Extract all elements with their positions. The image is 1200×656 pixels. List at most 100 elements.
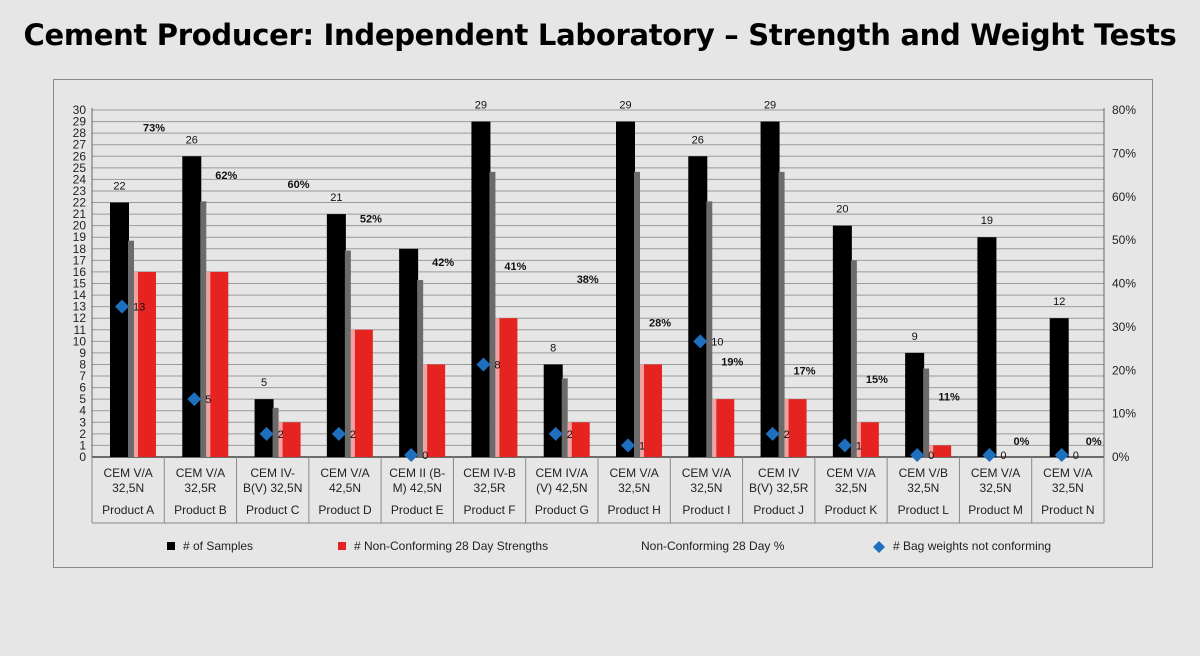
bag-weight-data-label: 0	[1073, 450, 1079, 462]
category-label-line2: 32,5N	[907, 481, 939, 495]
bag-weight-marker	[476, 357, 491, 372]
y-left-tick-label: 20	[73, 219, 87, 233]
category-label-line2: B(V) 32,5N	[243, 481, 302, 495]
category-label-line2: (V) 42,5N	[536, 481, 587, 495]
y-left-tick-label: 12	[73, 311, 87, 325]
nonconforming-bar	[788, 399, 807, 457]
samples-data-label: 29	[764, 100, 776, 112]
y-right-tick-label: 80%	[1112, 103, 1136, 117]
samples-bar	[832, 225, 852, 457]
percent-data-label: 42%	[432, 257, 454, 269]
category-label-line2: M) 42,5N	[393, 481, 442, 495]
category-label-line1: CEM V/A	[320, 466, 369, 480]
percent-data-label: 73%	[143, 122, 165, 134]
samples-data-label: 26	[186, 134, 198, 146]
y-right-tick-label: 70%	[1112, 146, 1136, 160]
legend-swatch-bag-weights	[873, 541, 885, 553]
category-label-line2: B(V) 32,5R	[749, 481, 809, 495]
nonconforming-bar-highlight	[495, 318, 500, 457]
y-right-tick-label: 50%	[1112, 233, 1136, 247]
nonconforming-bar-highlight	[856, 422, 861, 457]
samples-bar-shade	[778, 171, 785, 458]
category-label-line1: CEM IV-B	[463, 466, 516, 480]
product-label: Product N	[1041, 503, 1094, 517]
y-left-tick-label: 1	[79, 438, 86, 452]
percent-data-label: 28%	[649, 318, 671, 330]
y-left-tick-label: 24	[73, 172, 87, 186]
y-left-tick-label: 18	[73, 242, 87, 256]
product-label: Product G	[535, 503, 589, 517]
bag-weight-marker	[837, 438, 852, 453]
product-label: Product E	[391, 503, 444, 517]
y-left-tick-label: 16	[73, 265, 87, 279]
samples-bar-shade	[923, 368, 930, 457]
samples-data-label: 26	[692, 134, 704, 146]
samples-bar-shade	[344, 250, 351, 457]
y-right-tick-label: 30%	[1112, 320, 1136, 334]
percent-data-label: 60%	[288, 179, 310, 191]
nonconforming-bar-highlight	[784, 399, 789, 457]
samples-data-label: 8	[550, 342, 556, 354]
y-right-tick-label: 40%	[1112, 277, 1136, 291]
product-label: Product L	[898, 503, 950, 517]
nonconforming-bar-highlight	[423, 364, 428, 457]
category-label-line2: 42,5N	[329, 481, 361, 495]
y-left-tick-label: 8	[79, 357, 86, 371]
samples-bar-shade	[489, 171, 496, 458]
product-label: Product K	[825, 503, 878, 517]
samples-data-label: 29	[475, 100, 487, 112]
nonconforming-bar-highlight	[929, 445, 934, 457]
bag-weight-data-label: 0	[928, 450, 934, 462]
samples-bar	[182, 156, 202, 457]
nonconforming-bar	[427, 364, 446, 457]
y-left-tick-label: 30	[73, 103, 87, 117]
nonconforming-bar	[860, 422, 879, 457]
samples-bar	[905, 352, 925, 457]
samples-bar	[399, 248, 419, 457]
nonconforming-bar	[210, 271, 229, 457]
y-left-tick-label: 5	[79, 392, 86, 406]
bag-weight-marker	[765, 426, 780, 441]
samples-bar	[1049, 318, 1069, 457]
y-left-tick-label: 27	[73, 138, 87, 152]
nonconforming-bar	[282, 422, 301, 457]
category-label-line2: 32,5N	[835, 481, 867, 495]
bag-weight-marker	[259, 426, 274, 441]
bag-weight-marker	[1054, 448, 1069, 462]
samples-bar	[543, 364, 563, 457]
nonconforming-bar	[138, 271, 156, 457]
y-left-tick-label: 23	[73, 184, 87, 198]
product-label: Product H	[607, 503, 660, 517]
samples-bar-shade	[272, 407, 279, 457]
category-label-line1: CEM V/A	[682, 466, 731, 480]
percent-data-label: 41%	[504, 261, 526, 273]
y-left-tick-label: 25	[73, 161, 87, 175]
bag-weight-data-label: 2	[567, 429, 573, 441]
y-left-tick-label: 0	[79, 450, 86, 464]
category-label-line1: CEM IV	[758, 466, 799, 480]
y-left-tick-label: 28	[73, 126, 87, 140]
bag-weight-marker	[621, 438, 635, 453]
samples-bar-shade	[706, 201, 713, 457]
bag-weight-data-label: 2	[350, 429, 356, 441]
samples-data-label: 19	[981, 215, 993, 227]
bag-weight-data-label: 1	[856, 440, 862, 452]
nonconforming-bar	[933, 445, 952, 457]
samples-data-label: 29	[619, 100, 631, 112]
bag-weight-data-label: 2	[784, 429, 790, 441]
y-left-tick-label: 19	[73, 230, 87, 244]
nonconforming-bar	[644, 364, 662, 457]
y-right-tick-label: 20%	[1112, 363, 1136, 377]
product-label: Product J	[753, 503, 804, 517]
samples-bar	[471, 121, 491, 458]
samples-bar-shade	[850, 260, 857, 457]
product-label: Product M	[968, 503, 1023, 517]
samples-bar-shade	[561, 378, 568, 457]
bag-weight-marker	[331, 426, 346, 441]
bag-weight-marker	[982, 448, 997, 462]
samples-bar	[254, 399, 274, 457]
bag-weight-marker	[693, 334, 708, 349]
nonconforming-bar-highlight	[640, 364, 644, 457]
legend-label-bag-weights: # Bag weights not conforming	[893, 539, 1051, 553]
percent-data-label: 62%	[215, 170, 237, 182]
